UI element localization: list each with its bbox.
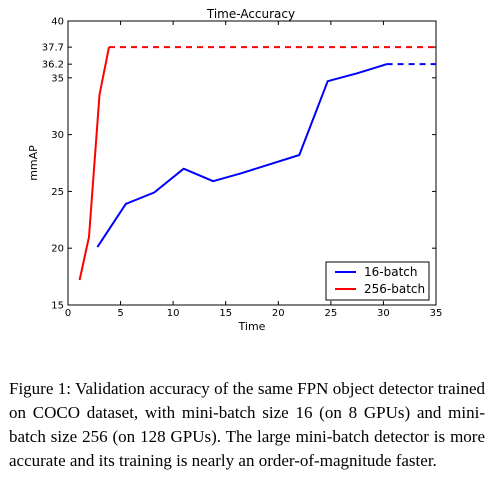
y-tick-label-0: 15 — [51, 301, 64, 312]
y-tick-label-3: 30 — [51, 130, 64, 141]
x-tick-label-3: 15 — [219, 308, 232, 319]
dashed-extensions — [109, 46, 436, 66]
y-tick-label-2: 25 — [51, 187, 64, 198]
legend-label-16-batch: 16-batch — [364, 265, 417, 279]
legend-box — [325, 261, 430, 301]
x-tick-label-0: 0 — [65, 308, 71, 319]
y-tick-label-7: 37.7 — [42, 43, 64, 54]
legend: 16-batch 256-batch — [325, 261, 430, 301]
x-tick-label-6: 30 — [377, 308, 390, 319]
x-tick-label-5: 25 — [324, 308, 337, 319]
figure-caption: Figure 1: Validation accuracy of the sam… — [9, 379, 485, 470]
y-tick-label-1: 20 — [51, 244, 64, 255]
y-tick-label-6: 36.2 — [42, 60, 64, 71]
x-tick-label-7: 35 — [430, 308, 443, 319]
x-tick-label-2: 10 — [167, 308, 180, 319]
y-axis-label: mmAP — [27, 145, 40, 181]
axis-ticks: 0 5 10 15 20 25 30 35 15 20 25 30 35 40 36.2 37.7 — [42, 17, 443, 320]
series-line-16-batch — [96, 63, 387, 248]
y-tick-label-4: 35 — [51, 73, 64, 84]
series-line-256-batch — [78, 46, 110, 281]
legend-label-256-batch: 256-batch — [364, 282, 425, 296]
chart-title: Time-Accuracy — [206, 7, 295, 21]
x-tick-label-4: 20 — [272, 308, 285, 319]
y-tick-label-5: 40 — [51, 17, 64, 28]
plot-frame — [67, 20, 437, 306]
series-lines — [78, 46, 387, 281]
x-axis-label: Time — [238, 320, 266, 333]
x-tick-label-1: 5 — [117, 308, 123, 319]
time-accuracy-chart: Time-Accuracy 0 5 10 15 20 25 30 35 15 20 25 30 35 40… — [27, 7, 443, 333]
